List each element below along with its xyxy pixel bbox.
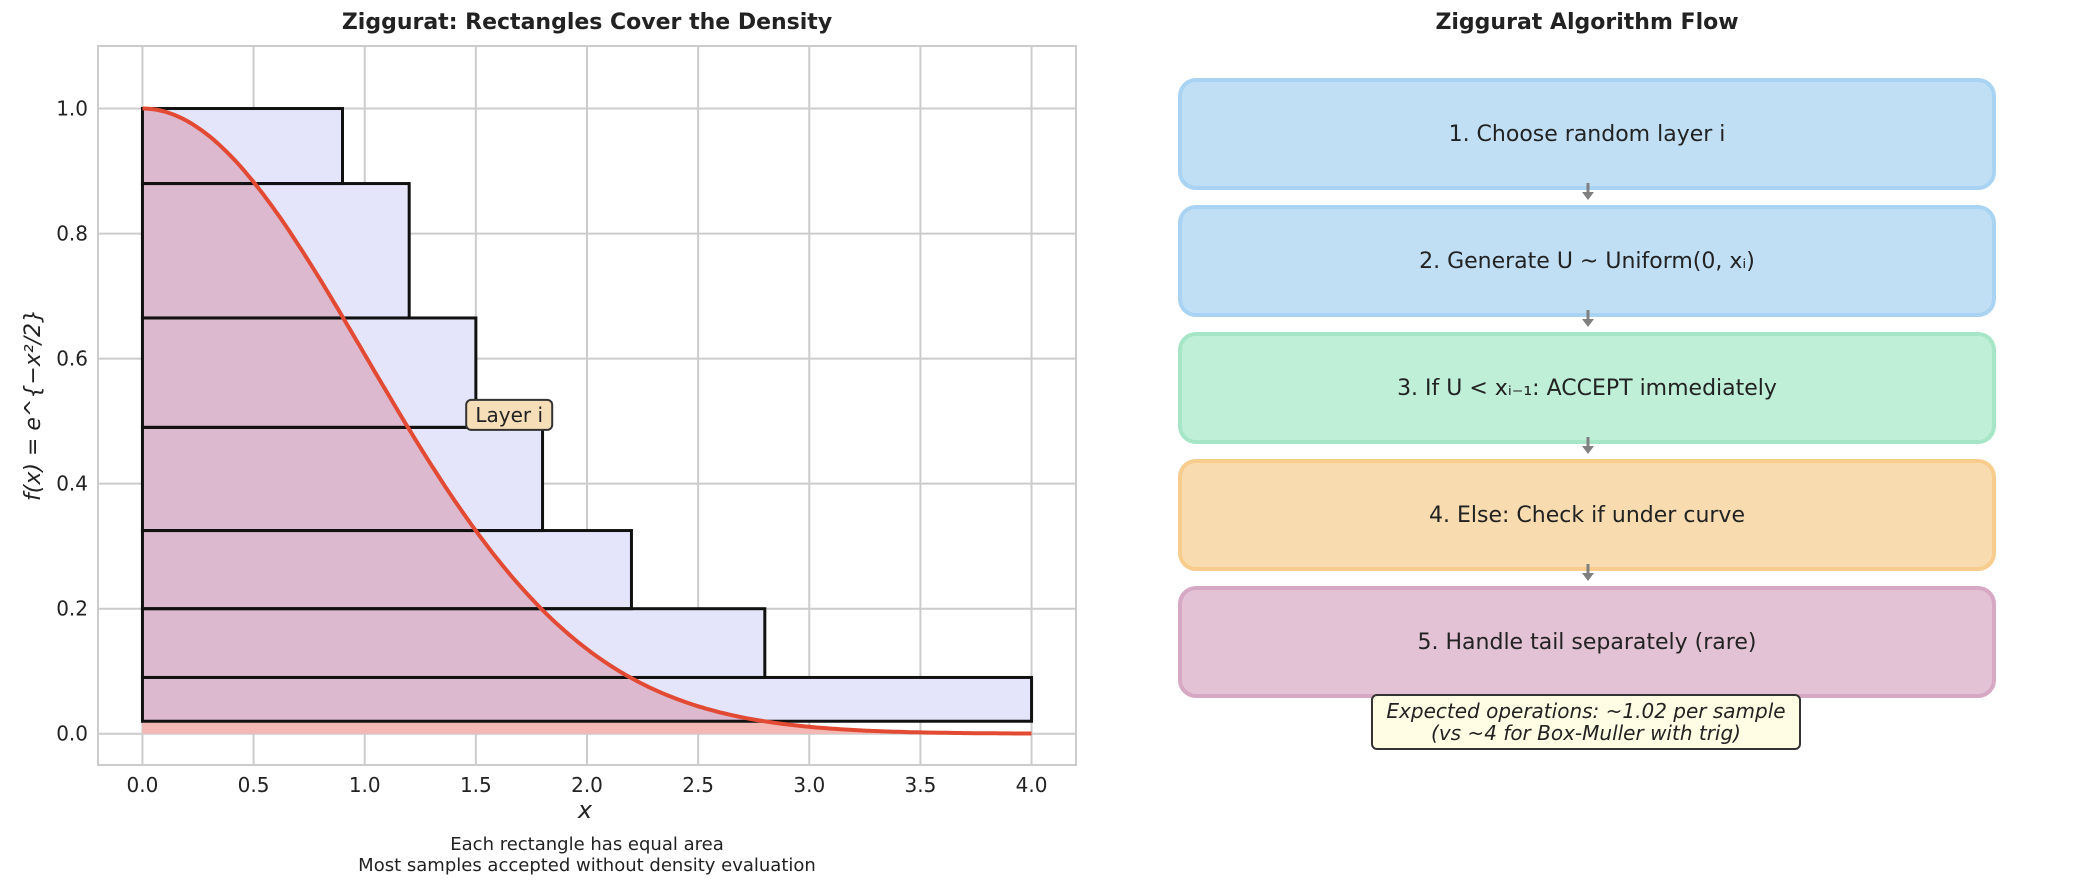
x-tick-label: 0.5 [238, 773, 270, 797]
step-label: 3. If U < xᵢ₋₁: ACCEPT immediately [1397, 375, 1777, 401]
arrow-down-icon [1582, 310, 1594, 327]
chart-title: Ziggurat: Rectangles Cover the Density [341, 10, 833, 35]
layer-annotation-label: Layer i [475, 403, 543, 427]
x-tick-labels: 0.0 0.5 1.0 1.5 2.0 2.5 3.0 3.5 4.0 [127, 773, 1048, 797]
x-tick-label: 2.5 [682, 773, 714, 797]
density-chart: 0.0 0.5 1.0 1.5 2.0 2.5 3.0 3.5 4.0 0.0 0.2 0.4 0.6… [21, 45, 1077, 824]
note-line-1: Expected operations: ~1.02 per sample [1386, 699, 1786, 723]
step-handle-tail: 5. Handle tail separately (rare) [1178, 586, 1996, 698]
x-tick-label: 2.0 [571, 773, 603, 797]
step-label: 2. Generate U ~ Uniform(0, xᵢ) [1419, 248, 1755, 274]
x-axis-label: x [577, 796, 593, 824]
arrow-down-icon [1582, 183, 1594, 200]
x-tick-label: 1.0 [349, 773, 381, 797]
x-tick-label: 3.0 [793, 773, 825, 797]
arrow-down-icon [1582, 437, 1594, 454]
y-tick-label: 0.6 [56, 347, 88, 371]
expected-operations-note: Expected operations: ~1.02 per sample (v… [1371, 694, 1801, 750]
x-tick-label: 3.5 [905, 773, 937, 797]
chart-caption: Each rectangle has equal area Most sampl… [98, 834, 1076, 876]
step-choose-layer: 1. Choose random layer i [1178, 78, 1996, 190]
layer-annotation: Layer i [465, 398, 554, 431]
note-line-2: (vs ~4 for Box-Muller with trig) [1431, 721, 1741, 745]
y-tick-label: 0.4 [56, 472, 88, 496]
y-tick-label: 1.0 [56, 97, 88, 121]
y-tick-labels: 0.0 0.2 0.4 0.6 0.8 1.0 [56, 97, 88, 746]
density-base-fill [142, 721, 1032, 734]
step-label: 4. Else: Check if under curve [1429, 502, 1745, 528]
y-tick-label: 0.8 [56, 222, 88, 246]
flow-title: Ziggurat Algorithm Flow [1435, 10, 1739, 35]
density-curve [142, 106, 1032, 736]
layer-annotation-box [465, 398, 554, 431]
density-fill [142, 108, 1032, 734]
arrow-down-icon [1582, 564, 1594, 581]
caption-line-2: Most samples accepted without density ev… [358, 855, 816, 876]
y-tick-label: 0.2 [56, 597, 88, 621]
layer-rectangles-outline [140, 107, 1034, 723]
step-check-curve: 4. Else: Check if under curve [1178, 459, 1996, 571]
x-tick-label: 0.0 [127, 773, 159, 797]
step-generate-uniform: 2. Generate U ~ Uniform(0, xᵢ) [1178, 205, 1996, 317]
y-axis-label: f(x) = e^{−x²/2} [21, 309, 46, 501]
x-tick-label: 1.5 [460, 773, 492, 797]
step-accept: 3. If U < xᵢ₋₁: ACCEPT immediately [1178, 332, 1996, 444]
step-label: 5. Handle tail separately (rare) [1417, 629, 1757, 655]
layer-rectangle-outline [140, 107, 344, 186]
y-tick-label: 0.0 [56, 722, 88, 746]
step-label: 1. Choose random layer i [1448, 121, 1726, 147]
x-tick-label: 4.0 [1016, 773, 1048, 797]
caption-line-1: Each rectangle has equal area [450, 834, 724, 855]
